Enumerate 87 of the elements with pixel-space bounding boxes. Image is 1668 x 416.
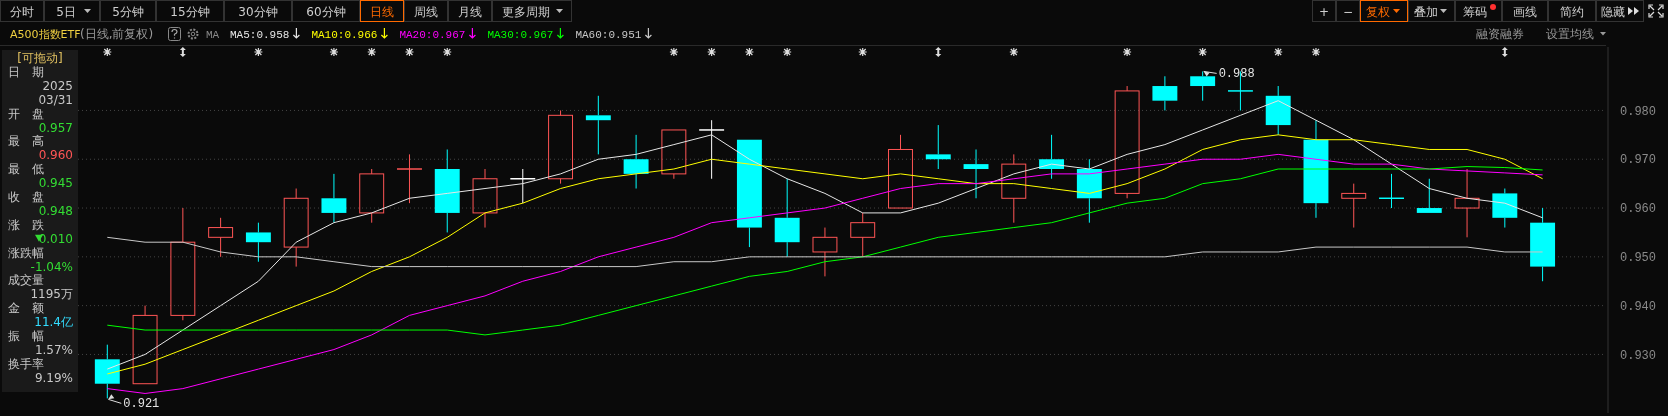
text: 筹码 bbox=[1462, 4, 1487, 19]
text: 更多周期 bbox=[502, 4, 550, 19]
text: 11.4亿 bbox=[34, 315, 73, 330]
candlestick bbox=[585, 95, 611, 155]
text: 0.948 bbox=[38, 203, 73, 218]
text: 0.960 bbox=[38, 148, 73, 163]
candlestick bbox=[509, 168, 536, 204]
text: 0.957 bbox=[38, 120, 73, 135]
candlestick bbox=[1303, 119, 1329, 219]
candlestick bbox=[1454, 168, 1480, 238]
text: [可拖动] bbox=[17, 51, 63, 65]
text: 金 额 bbox=[8, 301, 44, 316]
candlestick bbox=[245, 222, 271, 263]
text: 0.945 bbox=[38, 176, 73, 191]
candlestick bbox=[1530, 207, 1556, 282]
y-tick-label: 0.930 bbox=[1619, 348, 1657, 363]
candlestick bbox=[1265, 85, 1291, 136]
text: 1195万 bbox=[30, 287, 73, 302]
text: 最 高 bbox=[8, 134, 44, 149]
text: 30分钟 bbox=[238, 4, 278, 19]
text: 融资融券 bbox=[1476, 27, 1524, 41]
candlestick bbox=[548, 109, 574, 185]
text: 复权 bbox=[1366, 4, 1390, 19]
y-tick-label: 0.950 bbox=[1619, 251, 1657, 266]
candlestick bbox=[774, 178, 800, 258]
chart-title: A500指数ETF bbox=[10, 28, 81, 41]
text: -1.04% bbox=[30, 259, 73, 274]
text: 涨 跌 bbox=[8, 217, 44, 232]
text: 振 幅 bbox=[8, 329, 44, 343]
text: 换手率 bbox=[8, 356, 44, 371]
text: 叠加 bbox=[1413, 4, 1438, 19]
legend-label: MA20:0.967 bbox=[399, 29, 466, 41]
candlestick bbox=[283, 188, 309, 268]
candlestick bbox=[1152, 75, 1178, 111]
text: 涨跌幅 bbox=[8, 245, 44, 260]
candlestick bbox=[1190, 70, 1216, 102]
text: 15分钟 bbox=[170, 4, 210, 19]
text: 隐藏 bbox=[1601, 4, 1625, 19]
legend-title: MA bbox=[206, 29, 220, 41]
text: + bbox=[1318, 4, 1330, 19]
text: 收 盘 bbox=[8, 190, 44, 204]
candlestick bbox=[472, 168, 498, 229]
text: 设置均线 bbox=[1546, 27, 1594, 41]
annotation: 0.921 bbox=[123, 397, 160, 412]
text: 03/31 bbox=[38, 92, 73, 107]
text: − bbox=[1342, 4, 1354, 19]
text: 成交量 bbox=[8, 273, 44, 288]
candlestick bbox=[321, 173, 347, 224]
legend-label: MA5:0.958 bbox=[230, 29, 290, 41]
candlestick bbox=[434, 148, 460, 233]
text: 2025 bbox=[42, 78, 73, 93]
candlestick bbox=[925, 124, 951, 170]
candlestick bbox=[698, 119, 725, 180]
text: 日 期 bbox=[8, 64, 44, 79]
text: 5日 bbox=[56, 4, 76, 19]
text: 月线 bbox=[458, 4, 482, 19]
legend-label: MA10:0.966 bbox=[311, 29, 378, 41]
text: 日线 bbox=[370, 4, 394, 19]
text: 5分钟 bbox=[112, 4, 144, 19]
text: 1.57% bbox=[34, 342, 73, 357]
text: 分时 bbox=[10, 4, 34, 19]
y-tick-label: 0.970 bbox=[1619, 153, 1657, 168]
candlestick bbox=[1378, 173, 1405, 209]
legend-label: MA60:0.951 bbox=[575, 29, 642, 41]
text: 周线 bbox=[414, 4, 438, 19]
text: 开 盘 bbox=[8, 106, 44, 121]
candlestick bbox=[396, 153, 423, 204]
candlestick bbox=[208, 217, 234, 258]
y-tick-label: 0.940 bbox=[1619, 299, 1657, 314]
text: 60分钟 bbox=[306, 4, 346, 19]
y-tick-label: 0.980 bbox=[1619, 104, 1657, 119]
text: 简约 bbox=[1560, 4, 1584, 19]
chart-subtitle: (日线,前复权) bbox=[80, 27, 154, 41]
candlestick bbox=[1001, 153, 1027, 224]
text: 0.010 bbox=[38, 231, 73, 246]
candlestick bbox=[1341, 183, 1367, 229]
text: 9.19% bbox=[34, 370, 73, 385]
legend-label: MA30:0.967 bbox=[487, 29, 554, 41]
line-series bbox=[106, 236, 1544, 268]
candlestick bbox=[963, 148, 989, 199]
candlestick bbox=[812, 227, 838, 277]
line-series bbox=[106, 166, 1544, 336]
y-tick-label: 0.960 bbox=[1619, 202, 1657, 217]
candlestick bbox=[1114, 85, 1140, 199]
text: 最 低 bbox=[8, 162, 44, 177]
text: 画线 bbox=[1513, 4, 1537, 19]
candlestick bbox=[623, 134, 649, 190]
